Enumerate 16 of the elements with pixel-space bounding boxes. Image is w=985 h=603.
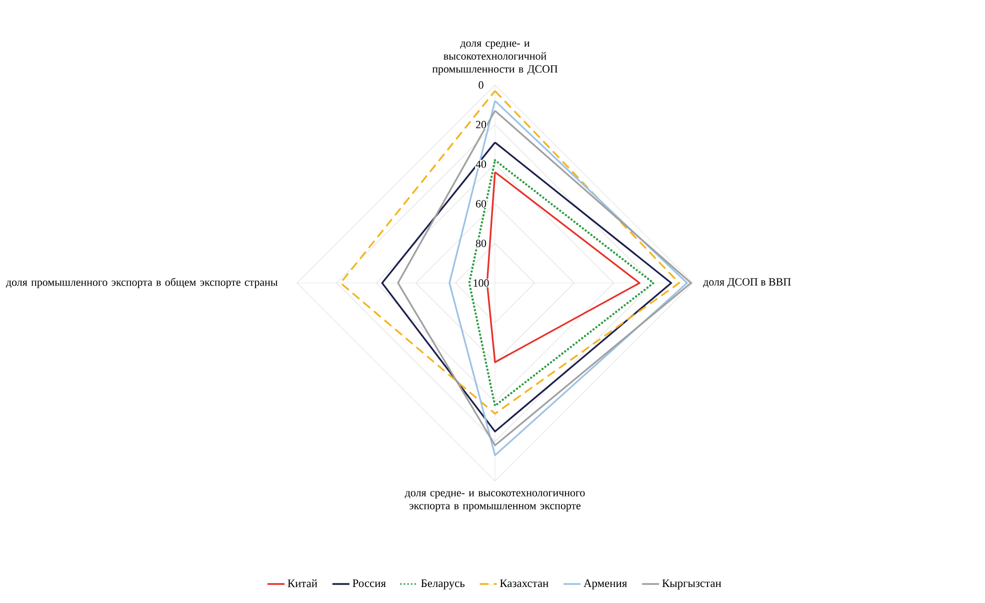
- spoke-label: доля средне- и высокотехнологичной промышленности в ДСОП: [432, 41, 558, 75]
- y-tick-label: 60: [476, 200, 486, 208]
- y-tick-label: 20: [476, 120, 486, 128]
- spoke-label: доля промышленного экспорта в общем экспорте страны: [6, 278, 278, 288]
- y-tick-label: 40: [476, 160, 486, 168]
- legend-label: Армения: [584, 579, 627, 590]
- legend-label: Россия: [352, 579, 386, 588]
- legend-label: Китай: [288, 579, 318, 588]
- y-tick-label: 80: [476, 240, 486, 248]
- y-tick-label: 100: [474, 279, 489, 287]
- spoke-label: доля ДСОП в ВВП: [703, 278, 791, 288]
- legend-label: Кыргызстан: [662, 579, 722, 590]
- spoke-label: доля средне- и высокотехнологичного экспорта в промышленном экспорте: [404, 491, 585, 512]
- y-tick-label: 0: [478, 81, 484, 89]
- legend-label: Беларусь: [421, 579, 465, 590]
- legend-label: Казахстан: [500, 579, 548, 588]
